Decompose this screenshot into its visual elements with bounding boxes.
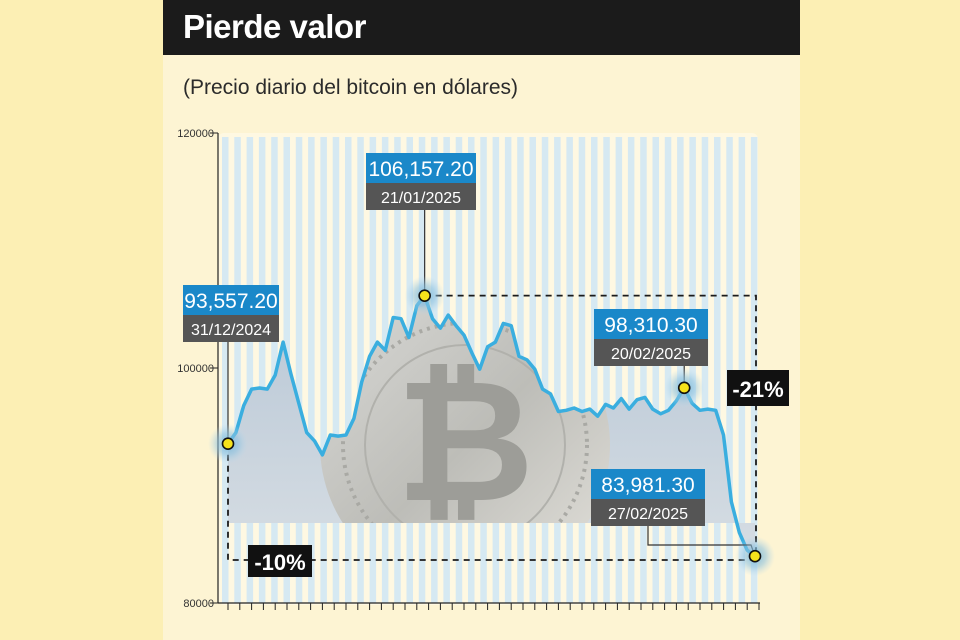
annotation-end-value: 83,981.30 (601, 474, 694, 497)
stripe (566, 137, 573, 603)
stripe (579, 137, 586, 603)
annotation-end-date: 27/02/2025 (608, 506, 688, 523)
stripe (333, 137, 340, 603)
annotation-end: 83,981.30 27/02/2025 (591, 469, 705, 526)
annotation-peak-date: 21/01/2025 (381, 190, 461, 207)
stripe (665, 137, 672, 603)
stripe (308, 137, 315, 603)
annotation-feb20-date: 20/02/2025 (611, 346, 691, 363)
stripe (640, 137, 647, 603)
stripe (616, 137, 623, 603)
change-label-21: -21% (727, 370, 789, 406)
annotation-start-value: 93,557.20 (184, 290, 277, 313)
stripe (247, 137, 254, 603)
change-label-10-text: -10% (254, 550, 305, 575)
stripe (320, 137, 327, 603)
change-label-10: -10% (248, 545, 312, 577)
annotation-peak-value: 106,157.20 (368, 158, 473, 181)
stripe (702, 137, 709, 603)
marker-point (679, 382, 690, 393)
y-tick-label: 120000 (177, 128, 214, 140)
annotation-feb20: 98,310.30 20/02/2025 (594, 309, 708, 366)
annotation-feb20-value: 98,310.30 (604, 314, 697, 337)
stripe (357, 137, 364, 603)
stripe (591, 137, 598, 603)
stripe (259, 137, 266, 603)
stripe (554, 137, 561, 603)
stripe (542, 137, 549, 603)
y-tick-label: 80000 (183, 598, 214, 610)
stripe (628, 137, 635, 603)
stripe (345, 137, 352, 603)
marker-point (750, 551, 761, 562)
stripe (234, 137, 241, 603)
svg-text:₿: ₿ (396, 343, 535, 541)
y-tick-label: 100000 (177, 363, 214, 375)
marker-point (419, 290, 430, 301)
annotation-peak: 106,157.20 21/01/2025 (366, 153, 476, 210)
stripe (603, 137, 610, 603)
change-label-21-text: -21% (732, 377, 783, 402)
annotation-start-date: 31/12/2024 (191, 322, 271, 339)
stripe (714, 137, 721, 603)
stripe (653, 137, 660, 603)
annotation-start: 93,557.20 31/12/2024 (183, 285, 279, 342)
stripe (296, 137, 303, 603)
marker-point (223, 438, 234, 449)
